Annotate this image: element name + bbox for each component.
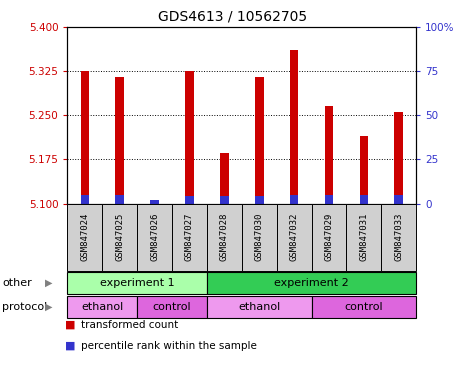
Bar bbox=[80, 71, 89, 204]
Text: ■: ■ bbox=[65, 341, 76, 351]
Bar bbox=[290, 50, 299, 204]
Text: control: control bbox=[153, 302, 192, 312]
Text: GSM847026: GSM847026 bbox=[150, 213, 159, 261]
Text: GSM847025: GSM847025 bbox=[115, 213, 124, 261]
Bar bbox=[80, 195, 89, 204]
Text: ethanol: ethanol bbox=[238, 302, 280, 312]
Bar bbox=[207, 296, 312, 318]
Bar bbox=[220, 197, 229, 204]
Bar bbox=[220, 154, 229, 204]
Bar bbox=[207, 204, 242, 271]
Bar bbox=[207, 272, 416, 294]
Bar bbox=[67, 296, 137, 318]
Bar bbox=[312, 296, 416, 318]
Text: control: control bbox=[345, 302, 383, 312]
Bar bbox=[255, 77, 264, 204]
Bar bbox=[359, 136, 368, 204]
Bar bbox=[102, 204, 137, 271]
Bar bbox=[394, 195, 403, 204]
Bar bbox=[255, 197, 264, 204]
Bar bbox=[346, 204, 381, 271]
Text: GSM847029: GSM847029 bbox=[325, 213, 333, 261]
Bar bbox=[137, 296, 207, 318]
Text: ▶: ▶ bbox=[45, 278, 53, 288]
Bar bbox=[277, 204, 312, 271]
Bar bbox=[67, 204, 102, 271]
Text: percentile rank within the sample: percentile rank within the sample bbox=[81, 341, 257, 351]
Text: GSM847030: GSM847030 bbox=[255, 213, 264, 261]
Text: GSM847028: GSM847028 bbox=[220, 213, 229, 261]
Bar bbox=[150, 200, 159, 204]
Bar bbox=[67, 272, 207, 294]
Bar bbox=[325, 195, 333, 204]
Text: GSM847027: GSM847027 bbox=[185, 213, 194, 261]
Text: protocol: protocol bbox=[2, 302, 47, 312]
Bar bbox=[325, 106, 333, 204]
Bar bbox=[242, 204, 277, 271]
Text: ■: ■ bbox=[65, 320, 76, 330]
Text: ▶: ▶ bbox=[45, 302, 53, 312]
Bar bbox=[185, 197, 194, 204]
Bar bbox=[394, 112, 403, 204]
Text: GSM847024: GSM847024 bbox=[80, 213, 89, 261]
Text: other: other bbox=[2, 278, 32, 288]
Text: GSM847032: GSM847032 bbox=[290, 213, 299, 261]
Text: GDS4613 / 10562705: GDS4613 / 10562705 bbox=[158, 10, 307, 23]
Bar bbox=[115, 195, 124, 204]
Bar bbox=[185, 71, 194, 204]
Text: experiment 1: experiment 1 bbox=[100, 278, 174, 288]
Bar bbox=[312, 204, 346, 271]
Text: GSM847033: GSM847033 bbox=[394, 213, 403, 261]
Text: ethanol: ethanol bbox=[81, 302, 123, 312]
Bar bbox=[381, 204, 416, 271]
Text: GSM847031: GSM847031 bbox=[359, 213, 368, 261]
Bar bbox=[290, 195, 299, 204]
Text: experiment 2: experiment 2 bbox=[274, 278, 349, 288]
Bar bbox=[137, 204, 172, 271]
Text: transformed count: transformed count bbox=[81, 320, 179, 330]
Bar bbox=[172, 204, 207, 271]
Bar bbox=[150, 200, 159, 204]
Bar bbox=[359, 195, 368, 204]
Bar bbox=[115, 77, 124, 204]
